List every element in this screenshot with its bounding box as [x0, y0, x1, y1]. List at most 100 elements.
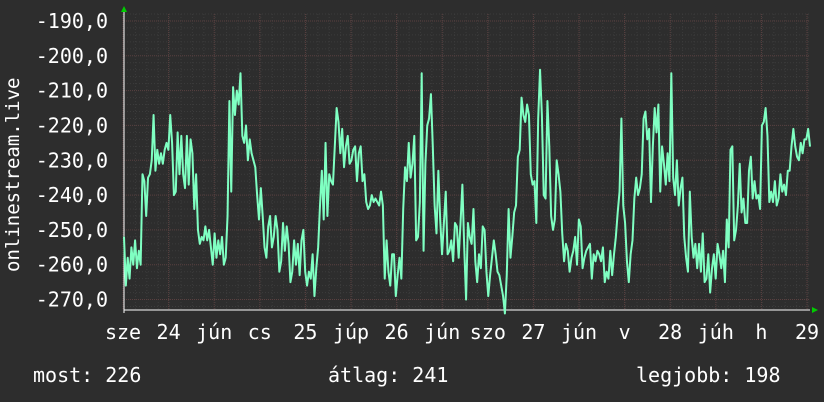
data-point — [175, 191, 177, 193]
data-point — [569, 271, 571, 273]
data-point — [287, 243, 290, 245]
data-point — [243, 142, 245, 144]
data-point — [441, 253, 443, 255]
data-point — [720, 267, 722, 269]
data-point — [524, 121, 526, 123]
y-tick-label: -230,0 — [36, 148, 108, 172]
data-point — [805, 138, 807, 140]
data-point — [585, 250, 587, 252]
data-point — [729, 149, 732, 151]
data-point — [123, 236, 125, 238]
data-point — [655, 131, 658, 133]
data-point — [360, 145, 362, 147]
data-point — [448, 250, 451, 252]
data-point — [188, 184, 190, 186]
data-point — [180, 135, 182, 137]
data-point — [567, 250, 569, 252]
data-point — [134, 239, 136, 241]
data-point — [169, 114, 171, 116]
data-point — [637, 194, 639, 196]
data-point — [705, 278, 708, 280]
data-point — [336, 107, 338, 109]
data-point — [766, 135, 769, 137]
data-point — [483, 229, 486, 231]
data-point — [480, 267, 482, 269]
data-point — [389, 285, 391, 287]
data-point — [779, 173, 782, 175]
x-tick-label: 24 — [157, 320, 181, 344]
data-point — [556, 159, 558, 161]
data-point — [559, 191, 561, 193]
data-point — [685, 257, 687, 259]
x-tick-label: júp — [333, 320, 369, 344]
data-point — [528, 114, 530, 116]
data-point — [393, 253, 395, 255]
data-point — [254, 166, 256, 168]
data-point — [572, 250, 574, 252]
data-point — [589, 243, 591, 245]
data-point — [160, 152, 162, 154]
y-axis-title: onlinestream.live — [2, 78, 24, 272]
data-point — [317, 246, 319, 248]
data-point — [398, 257, 401, 259]
data-point — [739, 163, 741, 165]
data-point — [236, 90, 238, 92]
data-point — [491, 257, 493, 259]
data-point — [410, 177, 412, 179]
data-point — [234, 114, 236, 116]
data-point — [591, 278, 593, 280]
data-point — [644, 110, 647, 113]
data-point — [757, 194, 759, 196]
data-point — [138, 250, 140, 252]
data-point — [408, 142, 410, 144]
data-point — [308, 271, 310, 273]
data-point — [670, 72, 672, 74]
data-point — [687, 271, 689, 273]
data-point — [546, 100, 549, 102]
data-point — [215, 257, 218, 259]
data-point — [628, 281, 630, 283]
data-point — [212, 264, 214, 266]
data-point — [620, 117, 623, 120]
data-point — [707, 253, 709, 255]
data-point — [704, 281, 706, 283]
data-point — [250, 152, 253, 154]
data-point — [570, 257, 573, 259]
x-tick-label: 28 — [658, 320, 682, 344]
data-point — [735, 229, 737, 231]
data-point — [345, 145, 347, 147]
data-point — [310, 278, 312, 280]
data-point — [530, 173, 532, 175]
data-point — [663, 163, 665, 165]
data-point — [471, 243, 473, 245]
data-point — [304, 271, 306, 273]
data-point — [694, 243, 696, 245]
data-point — [326, 215, 328, 217]
data-point — [382, 204, 384, 207]
data-point — [676, 159, 678, 161]
data-point — [506, 274, 508, 276]
current-value-stat: most: 226 — [33, 363, 142, 387]
data-point — [238, 103, 240, 106]
data-point — [476, 281, 478, 283]
data-point — [731, 145, 733, 147]
data-point — [537, 117, 539, 120]
data-point — [535, 222, 537, 224]
data-point — [373, 201, 375, 203]
data-point — [221, 236, 223, 238]
y-tick-label: -270,0 — [36, 288, 108, 312]
data-point — [641, 173, 643, 175]
data-point — [554, 218, 556, 221]
data-point — [136, 267, 138, 269]
data-point — [282, 222, 284, 224]
data-point — [132, 264, 134, 266]
data-point — [472, 208, 475, 210]
x-tick-label: júh — [698, 320, 734, 344]
data-point — [633, 197, 635, 200]
data-point — [151, 159, 153, 161]
data-point — [504, 312, 506, 315]
data-point — [404, 166, 406, 168]
data-point — [496, 271, 499, 273]
data-point — [291, 271, 293, 273]
